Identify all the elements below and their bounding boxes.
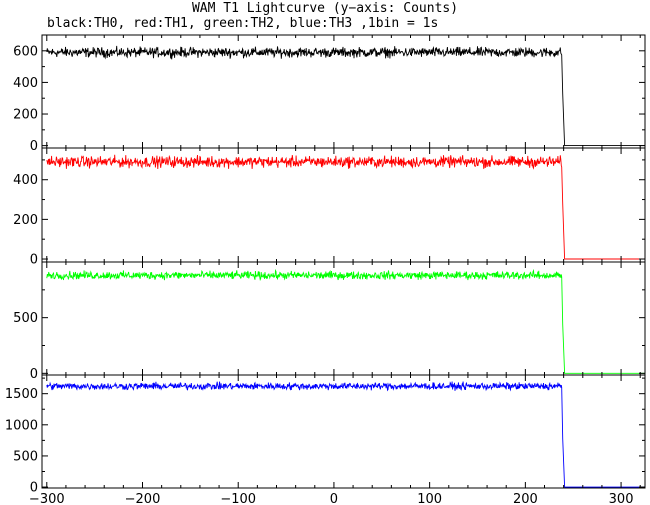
chart-title: WAM T1 Lightcurve (y−axis: Counts) (191, 1, 459, 16)
chart-panel-th2: 0 500 (13, 261, 646, 382)
x-tick-label: 300 (609, 492, 634, 505)
y-tick-label: 0 (30, 367, 38, 382)
y-tick-label: 0 (30, 481, 38, 496)
chart-panel-th3: 0 500 1000 1500 −300 −200 −100 0 100 200 300 (5, 374, 646, 505)
plot-frame (41, 374, 646, 489)
y-tick-label: 0 (30, 139, 38, 154)
x-tick-label: −100 (220, 492, 256, 505)
y-tick-label: 600 (13, 44, 38, 59)
chart-subtitle: black:TH0, red:TH1, green:TH2, blue:TH3 … (47, 16, 439, 31)
y-tick-label: 400 (13, 76, 38, 91)
y-tick-label: 500 (13, 311, 38, 326)
x-tick-label: 0 (330, 492, 338, 505)
y-tick-label: 200 (13, 213, 38, 228)
series-line-th3 (46, 381, 645, 488)
series-line-th0 (46, 45, 645, 147)
series-line-th2 (46, 268, 645, 374)
y-tick-label: 400 (13, 173, 38, 188)
chart-panel-th1: 0 200 400 (13, 147, 646, 268)
chart-panel-th0: 0 200 400 600 (13, 34, 646, 154)
series-line-th1 (46, 154, 645, 260)
y-tick-label: 0 (30, 253, 38, 268)
y-tick-label: 500 (13, 449, 38, 464)
x-tick-label: 100 (417, 492, 442, 505)
y-tick-label: 1500 (5, 387, 38, 402)
y-tick-label: 200 (13, 108, 38, 123)
y-tick-label: 1000 (5, 418, 38, 433)
x-tick-label: −200 (125, 492, 161, 505)
x-tick-label: 200 (513, 492, 538, 505)
x-tick-label: −300 (29, 492, 65, 505)
